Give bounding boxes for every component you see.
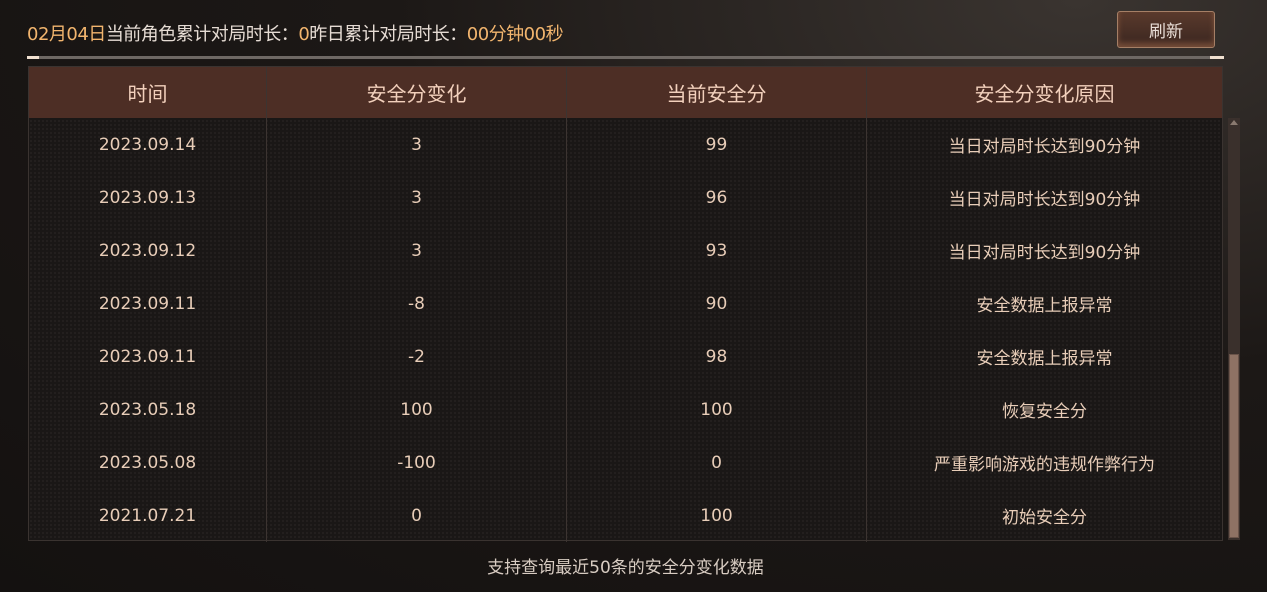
cell-reason: 当日对局时长达到90分钟 <box>948 137 1141 157</box>
cell-current: 100 <box>567 489 867 542</box>
cell-time: 2023.05.18 <box>29 383 267 436</box>
table-row: 2023.05.08 -100 0 严重影响游戏的违规作弊行为 <box>29 436 1222 489</box>
cell-current: 0 <box>567 436 867 489</box>
cell-change: -2 <box>267 330 567 383</box>
table-row: 2023.09.14 3 99 当日对局时长达到90分钟 <box>29 118 1222 171</box>
cell-current: 99 <box>567 118 867 171</box>
cell-time: 2023.09.14 <box>29 118 267 171</box>
table-row: 2023.05.18 100 100 恢复安全分 <box>29 383 1222 436</box>
cell-time: 2023.09.13 <box>29 171 267 224</box>
scroll-up-icon[interactable] <box>1230 120 1238 125</box>
cell-change: 3 <box>267 171 567 224</box>
cell-change: 100 <box>267 383 567 436</box>
table-row: 2023.09.11 -2 98 安全数据上报异常 <box>29 330 1222 383</box>
table-row: 2023.09.12 3 93 当日对局时长达到90分钟 <box>29 224 1222 277</box>
playtime-stats: 02月04日当前角色累计对局时长：0昨日累计对局时长：00分钟00秒 <box>27 20 564 46</box>
current-label: 当前角色累计对局时长： <box>105 24 299 45</box>
yesterday-label: 昨日累计对局时长： <box>309 24 467 45</box>
cell-reason: 安全数据上报异常 <box>976 296 1113 316</box>
cell-current: 93 <box>567 224 867 277</box>
cell-current: 96 <box>567 171 867 224</box>
header-time: 时间 <box>29 67 267 118</box>
cell-time: 2021.07.21 <box>29 489 267 542</box>
cell-time: 2023.09.11 <box>29 330 267 383</box>
cell-reason: 当日对局时长达到90分钟 <box>948 243 1141 263</box>
header-change: 安全分变化 <box>267 67 567 118</box>
cell-change: 3 <box>267 224 567 277</box>
current-value: 0 <box>298 24 310 45</box>
refresh-button[interactable]: 刷新 <box>1117 11 1215 48</box>
cell-current: 90 <box>567 277 867 330</box>
cell-current: 98 <box>567 330 867 383</box>
footer-note: 支持查询最近50条的安全分变化数据 <box>487 558 764 578</box>
cell-time: 2023.05.08 <box>29 436 267 489</box>
yesterday-value: 00分钟00秒 <box>466 24 564 45</box>
table-row: 2023.09.11 -8 90 安全数据上报异常 <box>29 277 1222 330</box>
cell-current: 100 <box>567 383 867 436</box>
divider <box>27 56 1224 59</box>
safety-score-table: 时间 安全分变化 当前安全分 安全分变化原因 2023.09.14 3 99 当日对局… <box>28 66 1223 542</box>
table-body: 2023.09.14 3 99 当日对局时长达到90分钟 2023.09.13 3 96 当日… <box>29 118 1222 542</box>
cell-reason: 严重影响游戏的违规作弊行为 <box>934 455 1155 475</box>
cell-time: 2023.09.11 <box>29 277 267 330</box>
cell-change: -8 <box>267 277 567 330</box>
cell-time: 2023.09.12 <box>29 224 267 277</box>
header-current: 当前安全分 <box>567 67 867 118</box>
cell-change: 3 <box>267 118 567 171</box>
cell-change: 0 <box>267 489 567 542</box>
cell-change: -100 <box>267 436 567 489</box>
date: 02月04日 <box>27 24 106 45</box>
cell-reason: 初始安全分 <box>1002 508 1087 528</box>
table-header: 时间 安全分变化 当前安全分 安全分变化原因 <box>29 67 1222 118</box>
scrollbar-thumb[interactable] <box>1229 354 1239 538</box>
cell-reason: 当日对局时长达到90分钟 <box>948 190 1141 210</box>
table-row: 2021.07.21 0 100 初始安全分 <box>29 489 1222 542</box>
scrollbar[interactable] <box>1228 118 1240 540</box>
cell-reason: 安全数据上报异常 <box>976 349 1113 369</box>
cell-reason: 恢复安全分 <box>1002 402 1087 422</box>
header-reason: 安全分变化原因 <box>974 82 1115 106</box>
table-row: 2023.09.13 3 96 当日对局时长达到90分钟 <box>29 171 1222 224</box>
